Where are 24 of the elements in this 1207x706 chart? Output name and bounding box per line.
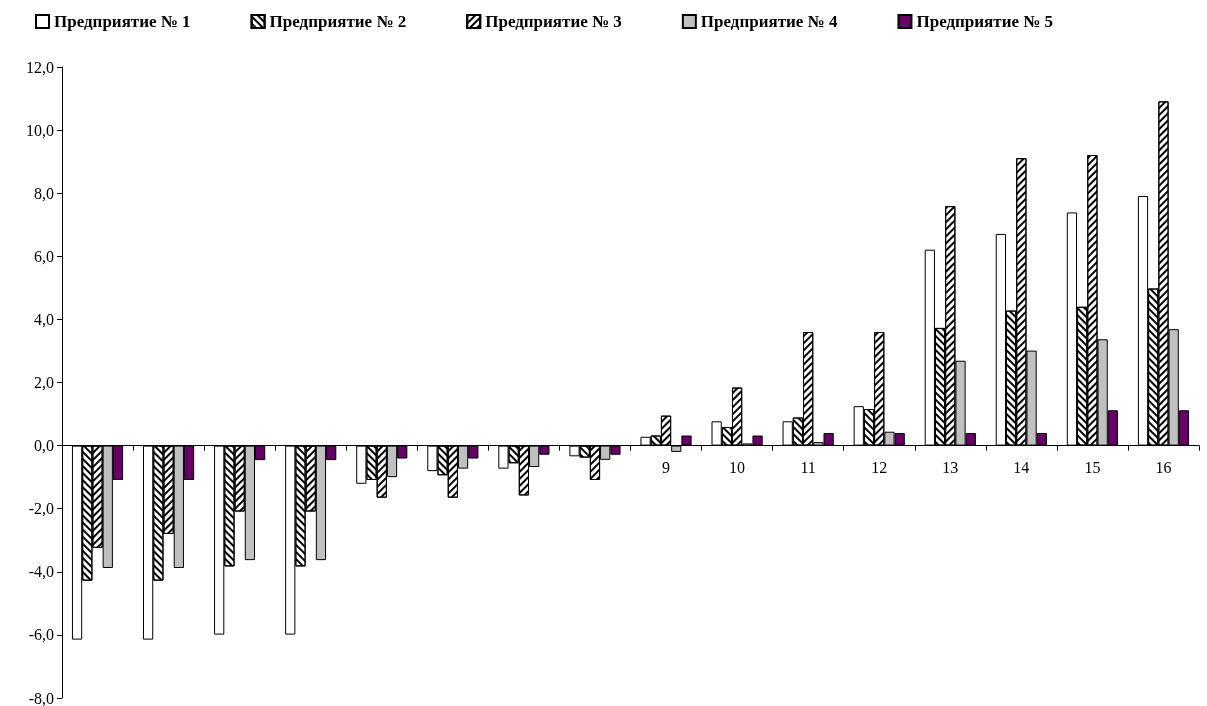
y-tick-label: -6,0: [28, 626, 54, 644]
legend-label: Предприятие № 3: [485, 12, 622, 31]
legend-label: Предприятие № 2: [269, 12, 407, 31]
x-tick-label: 10: [729, 459, 746, 477]
y-tick-label: 2,0: [34, 374, 54, 391]
y-tick-label: -4,0: [28, 563, 54, 581]
y-tick-label: 6,0: [34, 247, 54, 265]
legend-label: Предприятие № 4: [700, 12, 838, 31]
y-tick-label: -8,0: [28, 689, 54, 706]
x-tick-label: 11: [800, 459, 816, 477]
x-tick-label: 9: [662, 459, 671, 477]
y-tick-label: -2,0: [28, 500, 54, 518]
x-tick-label: 15: [1084, 459, 1101, 477]
x-tick-label: 16: [1155, 459, 1172, 477]
x-tick-label: 13: [942, 459, 959, 477]
y-tick-label: 12,0: [26, 58, 54, 76]
x-tick-label: 14: [1013, 459, 1030, 477]
y-tick-label: 8,0: [34, 184, 54, 202]
legend-label: Предприятие № 1: [54, 12, 191, 31]
y-tick-label: 4,0: [34, 310, 54, 328]
x-tick-label: 12: [871, 459, 888, 477]
y-tick-label: 0,0: [34, 437, 54, 455]
legend-label: Предприятие № 5: [916, 12, 1054, 31]
y-tick-label: 10,0: [26, 121, 54, 139]
